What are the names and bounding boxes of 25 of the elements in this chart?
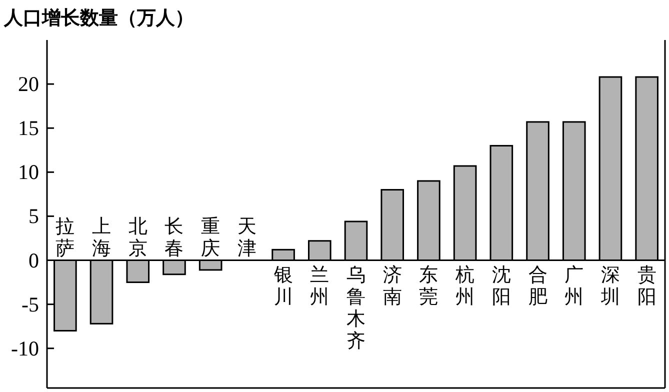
x-tick-label: 东莞 [419,264,438,308]
y-tick-label: -5 [22,292,39,316]
y-tick-label: 10 [18,160,39,184]
x-tick-label: 济南 [382,264,402,308]
x-tick-label: 沈阳 [492,264,511,308]
y-tick-label: 5 [28,204,39,228]
x-tick-label: 银川 [272,264,293,308]
y-tick-label: 0 [28,248,39,272]
y-tick-label: -10 [11,336,39,360]
x-tick-label: 广州 [564,264,584,308]
x-tick-label: 合肥 [528,264,548,308]
y-axis-title: 人口增长数量（万人） [3,7,194,29]
y-tick-label: 20 [18,72,39,96]
x-tick-label: 北京 [128,215,148,260]
x-tick-label: 天津 [237,215,256,260]
x-tick-label: 重庆 [201,215,220,260]
x-tick-label: 长春 [164,215,184,260]
x-tick-label: 兰州 [310,264,330,308]
x-tick-label: 拉萨 [56,215,75,260]
y-tick-label: 15 [18,116,39,140]
x-tick-label: 乌鲁木齐 [346,264,366,352]
x-tick-label: 贵阳 [637,264,656,308]
x-tick-label: 深圳 [600,264,620,308]
x-tick-label: 杭州 [454,264,475,308]
x-tick-label: 上海 [92,215,112,260]
